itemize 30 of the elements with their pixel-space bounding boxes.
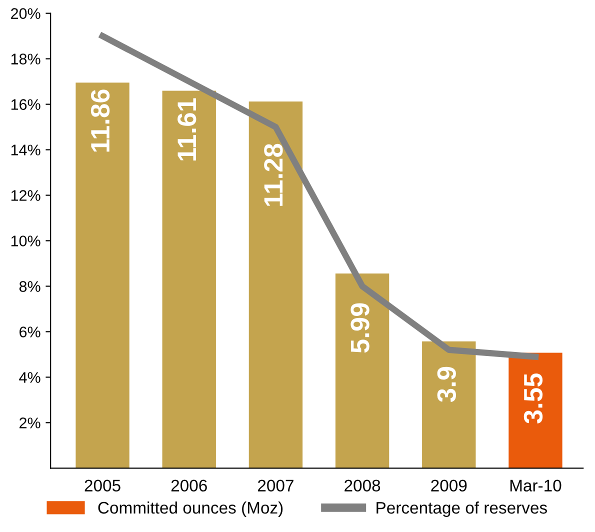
legend-label: Committed ounces (Moz) [98, 501, 283, 517]
y-tick-label: 12% [11, 190, 40, 201]
y-tick-label: 14% [11, 144, 40, 156]
y-tick-label: 8% [19, 281, 40, 292]
legend-label: Percentage of reserves [376, 501, 547, 517]
data-label: 11.86 [90, 90, 110, 152]
y-tick-label: 6% [20, 326, 40, 338]
x-tick-label: 2005 [84, 480, 120, 492]
y-tick-label: 10% [11, 236, 40, 246]
bar [248, 102, 303, 468]
bar [508, 352, 562, 468]
y-tick-label: 4% [19, 372, 40, 383]
x-tick-label: Mar-10 [510, 480, 562, 492]
data-label: 11.61 [178, 98, 196, 160]
y-tick-label: 18% [11, 54, 40, 64]
x-tick-label: 2009 [431, 480, 467, 492]
x-tick-label: 2007 [258, 480, 294, 492]
bar [76, 82, 130, 468]
data-label: 3.55 [524, 373, 543, 424]
data-label: 5.99 [350, 303, 370, 353]
bar [162, 90, 216, 468]
data-label: 3.9 [437, 366, 456, 402]
data-label: 11.28 [264, 144, 283, 206]
y-tick-label: 2% [20, 418, 40, 428]
x-tick-label: 2008 [344, 480, 380, 492]
y-tick-label: 20% [11, 8, 40, 19]
bar [422, 341, 476, 468]
bar [335, 273, 390, 468]
y-tick-label: 16% [11, 99, 40, 110]
x-tick-label: 2006 [171, 480, 207, 492]
